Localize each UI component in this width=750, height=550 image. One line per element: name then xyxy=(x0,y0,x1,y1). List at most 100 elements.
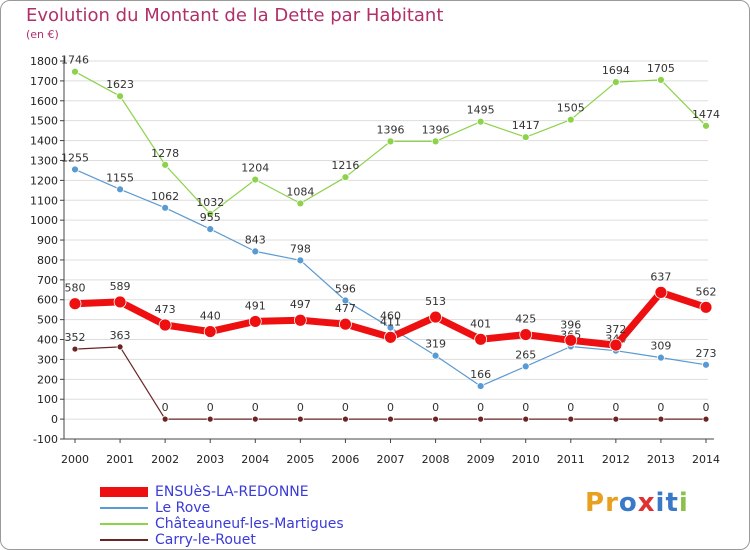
data-point xyxy=(206,415,214,423)
y-tick-label: 400 xyxy=(37,334,58,347)
y-tick-label: 1800 xyxy=(30,55,58,68)
data-label: 1746 xyxy=(61,54,89,67)
data-point xyxy=(342,415,349,423)
data-point xyxy=(611,78,620,86)
y-tick-label: 1100 xyxy=(30,194,58,207)
data-label: 401 xyxy=(470,317,491,330)
x-tick-label: 2009 xyxy=(467,453,495,466)
data-point xyxy=(429,310,442,324)
data-point xyxy=(206,225,215,234)
data-label: 1474 xyxy=(692,108,720,121)
y-tick-label: 1000 xyxy=(30,214,58,227)
data-label: 1155 xyxy=(106,171,134,184)
y-tick-label: 900 xyxy=(37,234,58,247)
data-label: 0 xyxy=(567,401,574,414)
x-tick-label: 2002 xyxy=(151,453,179,466)
data-label: 0 xyxy=(522,401,529,414)
data-point xyxy=(566,115,575,124)
logo-letter: t xyxy=(665,488,679,518)
legend-swatch xyxy=(100,523,148,525)
data-label: 1694 xyxy=(602,64,630,77)
data-label: 0 xyxy=(162,401,169,414)
data-point xyxy=(477,415,485,423)
data-point xyxy=(657,353,665,362)
data-point xyxy=(431,351,440,360)
legend-label: ENSUèS-LA-REDONNE xyxy=(155,484,309,500)
data-label: 637 xyxy=(650,270,671,283)
data-point xyxy=(116,92,124,101)
data-point xyxy=(71,67,79,76)
data-label: 1396 xyxy=(422,123,450,136)
logo-letter: r xyxy=(605,488,619,518)
logo-letter: P xyxy=(585,488,606,518)
data-point xyxy=(296,415,304,423)
x-tick-label: 2013 xyxy=(647,453,675,466)
data-label: 396 xyxy=(560,318,581,331)
data-label: 1495 xyxy=(467,104,495,117)
data-label: 955 xyxy=(200,211,221,224)
data-label: 425 xyxy=(515,313,536,326)
data-point xyxy=(521,133,530,142)
data-point xyxy=(521,362,530,371)
data-label: 1255 xyxy=(61,151,89,164)
x-tick-label: 2004 xyxy=(241,453,269,466)
chart-title: Evolution du Montant de la Dette par Hab… xyxy=(26,5,444,26)
data-point xyxy=(387,415,394,423)
data-label: 411 xyxy=(380,315,401,328)
data-label: 363 xyxy=(110,329,131,342)
data-point xyxy=(293,313,307,327)
data-point xyxy=(161,203,170,212)
data-label: 0 xyxy=(207,401,214,414)
data-point xyxy=(699,300,713,314)
x-tick-label: 2006 xyxy=(331,453,359,466)
data-label: 265 xyxy=(515,348,536,361)
data-point xyxy=(476,117,485,126)
y-tick-label: 1600 xyxy=(30,95,58,108)
x-tick-label: 2001 xyxy=(106,453,134,466)
legend-label: Carry-le-Rouet xyxy=(155,532,256,548)
data-point xyxy=(657,415,665,423)
x-tick-label: 2003 xyxy=(196,453,224,466)
data-point xyxy=(657,76,665,84)
data-label: 0 xyxy=(477,401,484,414)
data-label: 589 xyxy=(110,280,131,293)
data-point xyxy=(431,137,440,146)
data-point xyxy=(386,137,395,146)
data-label: 0 xyxy=(703,401,710,414)
data-label: 460 xyxy=(380,310,401,323)
data-label: 473 xyxy=(155,303,176,316)
logo-letter: x xyxy=(637,488,656,518)
legend-swatch xyxy=(100,539,148,541)
logo-letter: o xyxy=(618,488,638,518)
data-point xyxy=(68,297,82,311)
data-label: 843 xyxy=(245,233,266,246)
data-point xyxy=(113,295,127,309)
data-point xyxy=(702,415,710,423)
data-label: 1032 xyxy=(196,196,224,209)
data-point xyxy=(522,415,530,423)
chart-subtitle: (en €) xyxy=(26,28,59,41)
data-label: 440 xyxy=(200,310,221,323)
data-label: 0 xyxy=(657,401,664,414)
data-point xyxy=(296,256,305,265)
data-point xyxy=(567,415,575,423)
data-point xyxy=(612,415,620,423)
data-point xyxy=(654,285,668,299)
y-tick-label: 100 xyxy=(37,393,58,406)
data-label: 273 xyxy=(696,347,717,360)
logo-letter: i xyxy=(655,488,666,518)
data-label: 309 xyxy=(650,340,671,353)
y-tick-label: 800 xyxy=(37,254,58,267)
data-label: 372 xyxy=(605,323,626,336)
data-point xyxy=(248,315,262,328)
legend-swatch xyxy=(100,487,148,497)
data-label: 513 xyxy=(425,295,446,308)
y-tick-label: 500 xyxy=(37,314,58,327)
data-label: 491 xyxy=(245,299,266,312)
data-point xyxy=(203,325,217,338)
y-tick-label: 200 xyxy=(37,373,58,386)
data-label: 1417 xyxy=(512,119,540,132)
x-tick-label: 2008 xyxy=(422,453,450,466)
data-point xyxy=(384,330,397,344)
data-point xyxy=(339,317,352,331)
